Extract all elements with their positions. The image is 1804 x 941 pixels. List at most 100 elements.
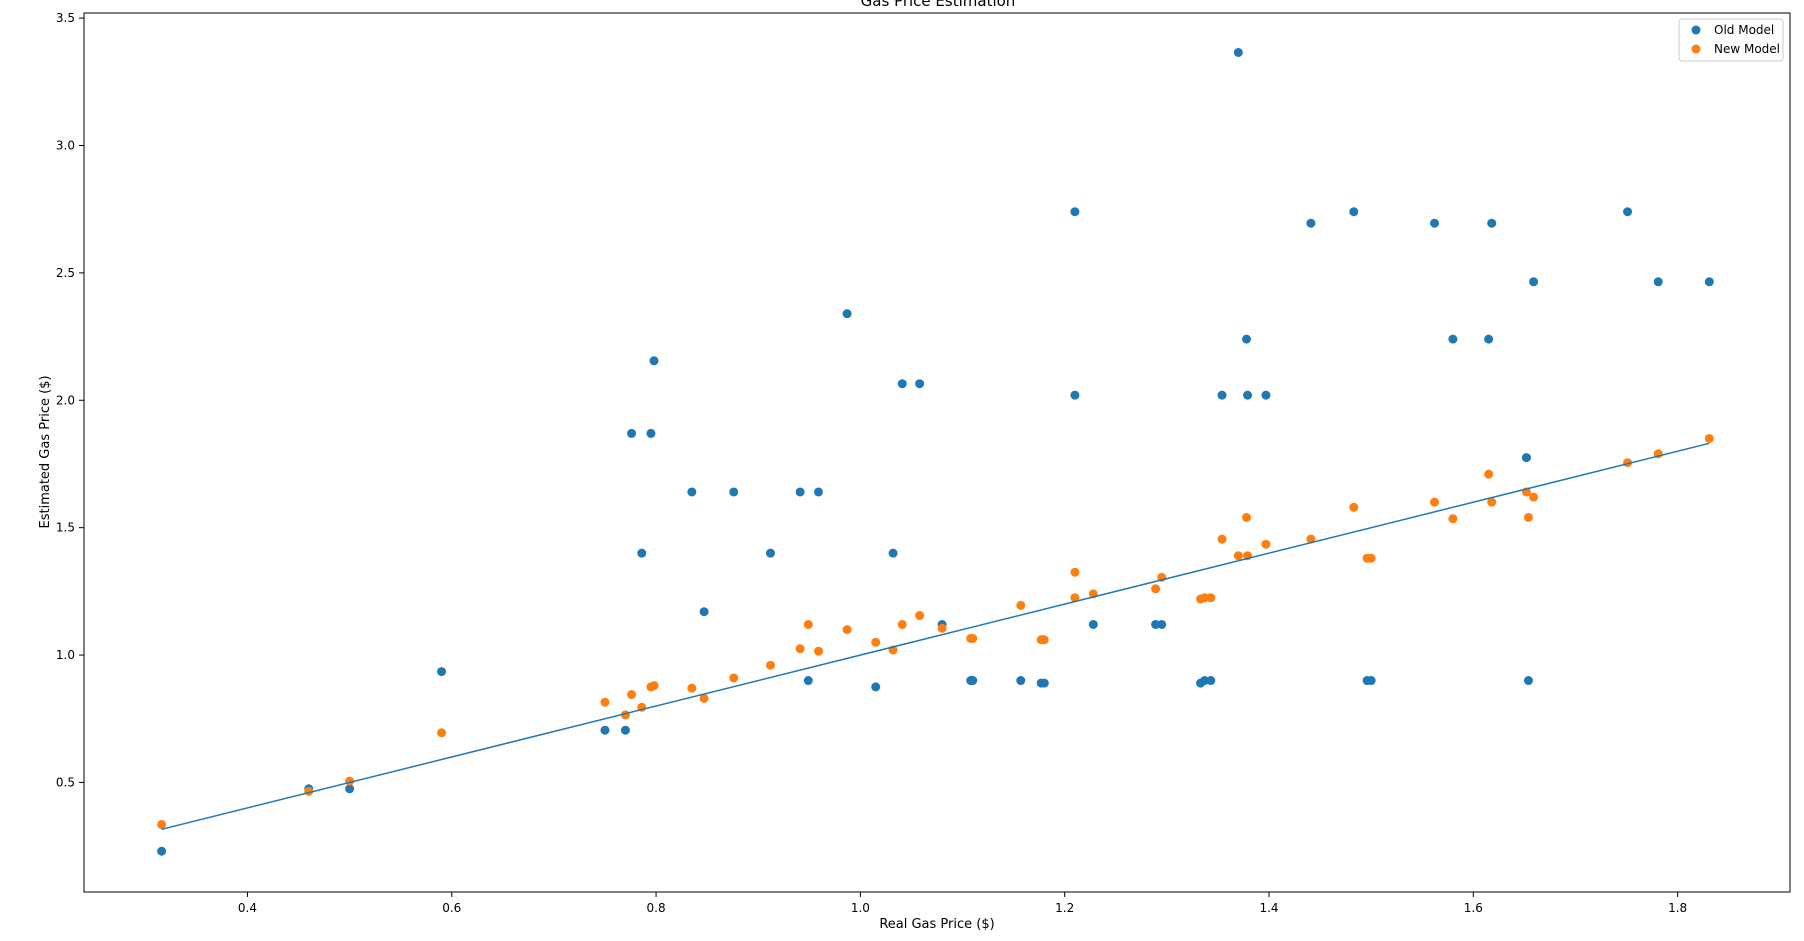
old-model-point [1448,334,1458,344]
new-model-point [687,683,697,693]
new-model-point [699,693,709,703]
old-model-point [888,548,898,558]
new-model-point [1151,584,1161,594]
x-tick-label: 0.8 [647,901,666,915]
y-tick-label: 0.5 [56,775,75,789]
new-model-point [968,633,978,643]
x-tick-label: 0.6 [442,901,461,915]
old-model-point [345,784,355,794]
x-tick-label: 1.2 [1055,901,1074,915]
new-model-point [649,681,659,691]
y-tick-label: 3.5 [56,11,75,25]
new-model-point [915,611,925,621]
legend-label-old: Old Model [1714,23,1774,37]
old-model-point [1529,277,1539,287]
old-model-point [915,379,925,389]
x-tick-label: 1.6 [1464,901,1483,915]
old-model-point [1261,390,1271,400]
old-model-point [687,487,697,497]
x-tick-label: 0.4 [238,901,257,915]
new-model-point [814,646,823,656]
new-model-point [627,690,637,700]
new-model-point [803,619,813,629]
new-model-point [1484,469,1494,479]
plot-frame [83,12,1791,893]
new-model-point [1529,492,1539,502]
old-model-point [1070,390,1080,400]
old-model-point [814,487,823,497]
old-model-point [968,676,978,686]
old-model-point [1157,619,1167,629]
old-model-point [871,682,881,692]
new-model-point [1206,593,1216,603]
old-model-point [803,676,813,686]
legend-marker-old [1691,25,1701,35]
old-model-point [1704,277,1714,287]
new-model-point [1070,567,1080,577]
y-tick-label: 2.0 [56,393,75,407]
old-model-point [1306,218,1316,228]
x-tick-label: 1.0 [851,901,870,915]
y-tick-label: 3.0 [56,138,75,152]
new-model-point [795,644,805,654]
old-model-point [729,487,739,497]
y-tick-label: 1.0 [56,648,75,662]
new-model-point [1261,539,1271,549]
new-model-point [1016,600,1026,610]
new-model-point [1487,497,1497,507]
legend-label-new: New Model [1714,42,1780,56]
y-tick-label: 2.5 [56,266,75,280]
old-model-point [437,667,447,677]
new-model-point [729,673,739,683]
x-axis-label: Real Gas Price ($) [879,917,994,932]
new-model-point [1448,514,1458,524]
fit-line [161,442,1710,831]
old-model-point [620,725,630,735]
y-axis: 0.5 1.0 1.5 2.0 2.5 3.0 3.5 [56,11,84,789]
old-model-point [1430,218,1439,228]
new-model-point [1233,551,1243,561]
x-tick-label: 1.8 [1668,901,1687,915]
fit-line-layer [161,442,1710,831]
old-model-point [1487,218,1497,228]
old-model-point [1243,390,1253,400]
new-model-point [871,637,881,647]
old-model-point [1523,676,1533,686]
new-model-point [600,697,610,707]
old-model-point [1088,619,1098,629]
new-model-point [437,728,447,738]
y-axis-label: Estimated Gas Price ($) [38,375,53,528]
legend-box [1678,18,1784,62]
new-model-point [1430,497,1439,507]
old-model-point [1206,676,1216,686]
old-model-point [1623,207,1633,217]
new-model-point [897,619,907,629]
old-model-point [637,548,647,558]
old-model-point [1521,453,1531,463]
new-model-point [937,623,947,633]
new-model-point [1523,512,1533,522]
old-model-point [1484,334,1494,344]
new-model-point [1704,433,1714,443]
points-layer [157,47,1714,856]
y-tick-label: 1.5 [56,521,75,535]
new-model-point [1349,502,1359,512]
new-model-point [1242,512,1252,522]
old-model-point [646,428,656,438]
new-model-point [765,660,775,670]
chart-title: Gas Price Estimation [861,0,1016,10]
old-model-point [765,548,775,558]
new-model-point [1217,534,1227,544]
old-model-point [1233,47,1243,57]
old-model-point [1039,678,1049,688]
new-model-point [1366,553,1376,563]
old-model-point [157,846,167,856]
old-model-point [649,356,659,366]
legend-marker-new [1691,44,1701,54]
old-model-point [600,725,610,735]
new-model-point [1070,593,1080,603]
old-model-point [1242,334,1252,344]
x-tick-label: 1.4 [1259,901,1278,915]
new-model-point [157,819,167,829]
